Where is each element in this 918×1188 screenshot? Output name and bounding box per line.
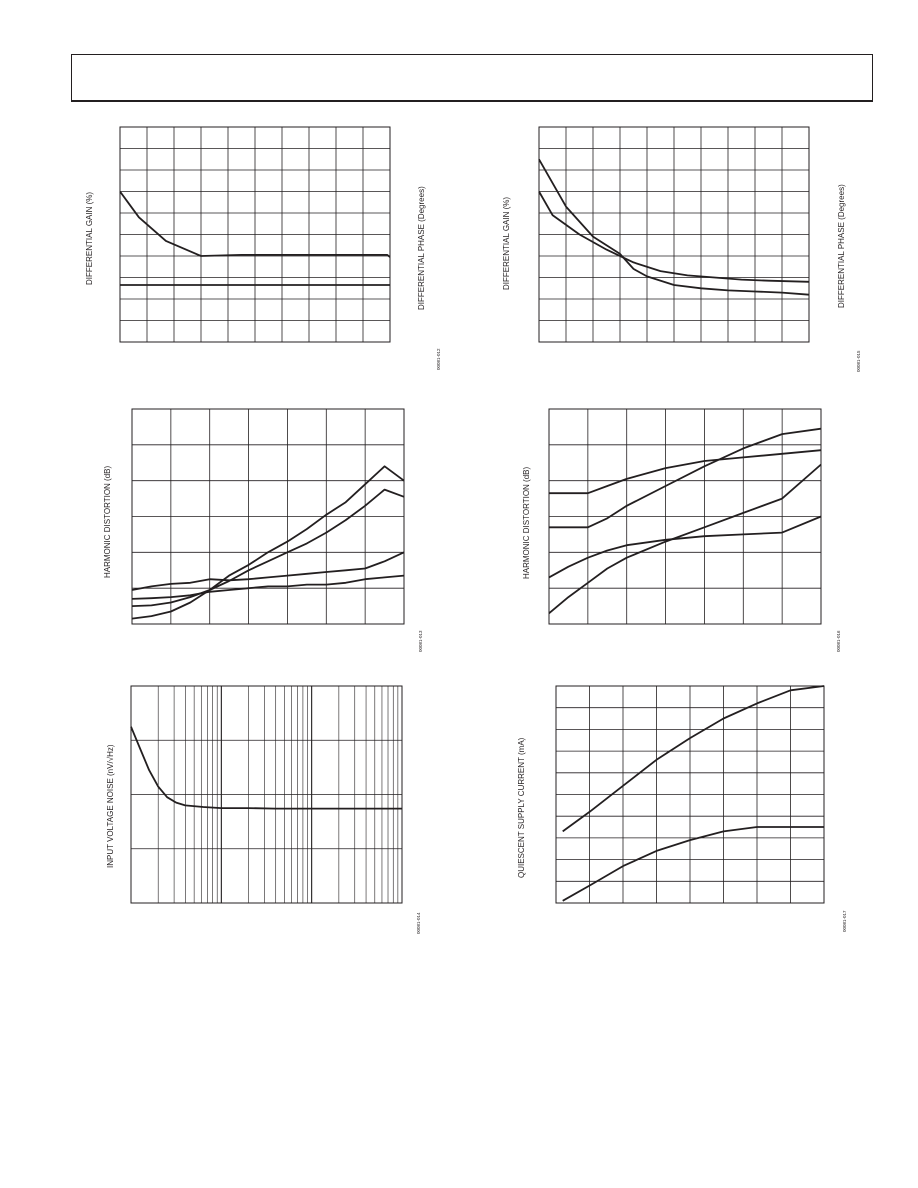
chart-differential-gain-phase-2: DIFFERENTIAL GAIN (%) DIFFERENTIAL PHASE… — [0, 0, 918, 400]
plot-frame — [131, 408, 405, 625]
chart-plot-area — [131, 408, 405, 625]
series-line-3 — [548, 515, 822, 579]
series-line-2 — [538, 191, 810, 283]
page-header-box — [71, 54, 873, 102]
series-line-4 — [131, 488, 405, 607]
chart-plot-area — [538, 126, 810, 343]
chart-plot-area — [548, 408, 822, 625]
chart-quiescent-supply-current: QUIESCENT SUPPLY CURRENT (mA) 00081-017 — [517, 685, 847, 932]
chart-plot-area — [555, 685, 825, 904]
y-axis-label: QUIESCENT SUPPLY CURRENT (mA) — [517, 737, 526, 878]
plot-frame — [538, 126, 810, 343]
series-line-4 — [548, 463, 822, 614]
series-line-1 — [562, 685, 825, 833]
chart-differential-gain-phase-1: DIFFERENTIAL GAIN (%) DIFFERENTIAL PHASE… — [0, 0, 460, 400]
figure-id: 00081-017 — [842, 910, 847, 932]
chart-harmonic-distortion-1: HARMONIC DISTORTION (dB) 00081-013 — [0, 0, 460, 680]
series-line-2 — [549, 427, 822, 529]
series-line-2 — [562, 826, 824, 902]
series-line-1 — [549, 449, 822, 495]
series-line-1 — [130, 726, 402, 810]
series-line-2 — [131, 574, 405, 600]
plot-frame — [555, 685, 825, 904]
chart-plot-area — [119, 126, 391, 343]
plot-frame — [119, 126, 391, 343]
series-line-1 — [131, 551, 405, 591]
series-line-3 — [131, 465, 405, 620]
chart-input-voltage-noise: INPUT VOLTAGE NOISE (nV/√Hz) 00081-014 — [0, 0, 460, 950]
plot-frame — [130, 685, 403, 904]
series-line-1 — [538, 158, 810, 296]
chart-harmonic-distortion-2: HARMONIC DISTORTION (dB) 00081-016 — [522, 408, 841, 652]
chart-plot-area — [130, 685, 403, 904]
series-line-1 — [119, 190, 391, 258]
